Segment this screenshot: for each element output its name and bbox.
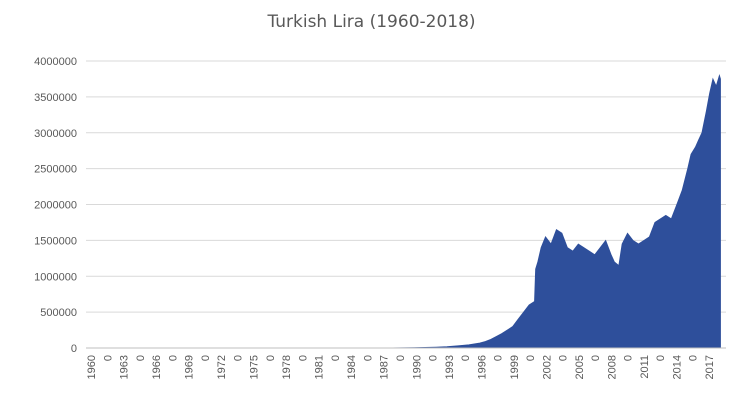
y-tick-label: 500000	[40, 307, 77, 319]
x-tick-label: 1978	[281, 355, 293, 379]
y-tick-label: 4000000	[34, 56, 77, 68]
x-tick-label: 2014	[672, 355, 684, 379]
x-tick-label: 0	[460, 355, 472, 361]
x-tick-label: 1993	[444, 355, 456, 379]
x-tick-label: 0	[200, 355, 212, 361]
x-tick-label: 1972	[216, 355, 228, 379]
x-tick-label: 0	[655, 355, 667, 361]
y-axis-ticks: 0 500000 1000000 1500000 2000000 2500000 30000…	[34, 56, 77, 355]
x-tick-label: 0	[363, 355, 375, 361]
x-tick-label: 0	[102, 355, 114, 361]
x-tick-label: 2005	[574, 355, 586, 379]
x-tick-label: 1984	[346, 355, 358, 379]
x-tick-label: 2017	[704, 355, 716, 379]
x-tick-label: 0	[297, 355, 309, 361]
x-tick-label: 1987	[379, 355, 391, 379]
y-tick-label: 3500000	[34, 92, 77, 104]
series-area	[86, 74, 721, 349]
x-tick-label: 0	[428, 355, 440, 361]
x-tick-label: 1963	[119, 355, 131, 379]
y-tick-label: 3000000	[34, 128, 77, 140]
x-tick-label: 2011	[639, 355, 651, 379]
x-tick-label: 2008	[606, 355, 618, 379]
x-tick-label: 0	[623, 355, 635, 361]
y-tick-label: 1000000	[34, 271, 77, 283]
y-tick-label: 1500000	[34, 235, 77, 247]
x-tick-label: 0	[135, 355, 147, 361]
x-tick-label: 1975	[249, 355, 261, 379]
x-tick-label: 1981	[314, 355, 326, 379]
x-tick-label: 0	[590, 355, 602, 361]
x-tick-label: 0	[688, 355, 700, 361]
x-tick-label: 0	[558, 355, 570, 361]
x-tick-label: 1966	[151, 355, 163, 379]
y-tick-label: 2500000	[34, 164, 77, 176]
y-tick-label: 0	[71, 343, 77, 355]
x-tick-label: 0	[232, 355, 244, 361]
x-tick-label: 1996	[476, 355, 488, 379]
x-tick-label: 1999	[509, 355, 521, 379]
x-axis-ticks: 1960 0 1963 0 1966 0 1969 0 1972 0 1975 0 1978 0 1981 0…	[86, 355, 716, 379]
x-tick-label: 1960	[86, 355, 98, 379]
x-tick-label: 0	[330, 355, 342, 361]
x-tick-label: 0	[493, 355, 505, 361]
x-tick-label: 1990	[411, 355, 423, 379]
x-tick-label: 0	[167, 355, 179, 361]
x-tick-label: 0	[525, 355, 537, 361]
x-tick-label: 2002	[541, 355, 553, 379]
x-tick-label: 1969	[184, 355, 196, 379]
y-tick-label: 2000000	[34, 200, 77, 212]
data-series	[86, 74, 721, 349]
x-tick-label: 0	[265, 355, 277, 361]
x-tick-label: 0	[395, 355, 407, 361]
chart-title: Turkish Lira (1960-2018)	[267, 12, 476, 32]
